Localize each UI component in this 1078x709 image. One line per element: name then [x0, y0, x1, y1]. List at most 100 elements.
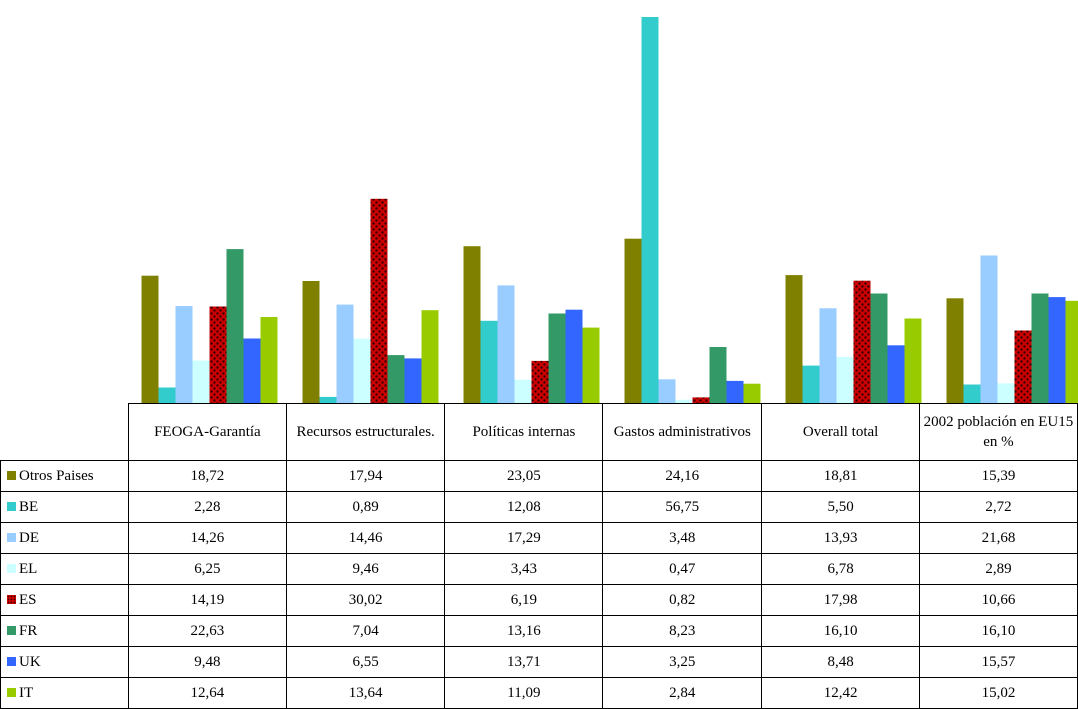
bar-uk-gastos-administrativos	[727, 381, 744, 403]
bar-be-politicas-internas	[481, 321, 498, 403]
category-label: Recursos estructurales.	[286, 404, 445, 461]
data-value: 12,08	[445, 492, 603, 523]
bar-otros-paises-recursos-estructurales	[303, 281, 320, 403]
data-value: 2,72	[919, 492, 1077, 523]
bar-el-2002-poblacion-en-eu15-en	[998, 383, 1015, 403]
bar-el-overall-total	[837, 357, 854, 403]
bar-uk-politicas-internas	[566, 310, 583, 403]
legend-entry: FR	[1, 616, 129, 647]
data-value: 24,16	[603, 461, 762, 492]
category-label: Overall total	[762, 404, 920, 461]
legend-entry: ES	[1, 585, 129, 616]
category-label: Gastos administrativos	[603, 404, 762, 461]
data-value: 12,42	[762, 678, 920, 709]
data-value: 6,78	[762, 554, 920, 585]
data-value: 12,64	[128, 678, 286, 709]
series-name: IT	[19, 685, 33, 701]
legend-swatch	[7, 626, 16, 635]
series-name: ES	[19, 592, 37, 608]
legend-swatch	[7, 688, 16, 697]
legend-swatch	[7, 502, 16, 511]
bar-uk-feoga-garantia	[244, 339, 261, 404]
data-value: 6,19	[445, 585, 603, 616]
bar-de-overall-total	[820, 308, 837, 403]
data-value: 17,29	[445, 523, 603, 554]
data-value: 2,84	[603, 678, 762, 709]
data-value: 15,39	[919, 461, 1077, 492]
data-value: 9,46	[286, 554, 445, 585]
data-value: 0,82	[603, 585, 762, 616]
data-value: 0,47	[603, 554, 762, 585]
data-value: 16,10	[919, 616, 1077, 647]
data-value: 15,02	[919, 678, 1077, 709]
bar-it-overall-total	[905, 319, 922, 404]
bar-otros-paises-feoga-garantia	[142, 276, 159, 403]
bar-fr-feoga-garantia	[227, 249, 244, 403]
bar-uk-recursos-estructurales	[405, 358, 422, 403]
data-value: 6,25	[128, 554, 286, 585]
data-value: 13,16	[445, 616, 603, 647]
bar-fr-politicas-internas	[549, 314, 566, 404]
legend-entry: EL	[1, 554, 129, 585]
bar-fr-gastos-administrativos	[710, 347, 727, 403]
series-name: BE	[19, 499, 38, 515]
data-value: 17,98	[762, 585, 920, 616]
legend-entry: IT	[1, 678, 129, 709]
data-value: 22,63	[128, 616, 286, 647]
series-name: FR	[19, 623, 37, 639]
bar-es-politicas-internas	[532, 361, 549, 403]
data-value: 15,57	[919, 647, 1077, 678]
data-value: 13,64	[286, 678, 445, 709]
data-value: 13,93	[762, 523, 920, 554]
bar-es-recursos-estructurales	[371, 199, 388, 403]
data-value: 3,48	[603, 523, 762, 554]
data-value: 11,09	[445, 678, 603, 709]
bar-fr-2002-poblacion-en-eu15-en	[1032, 294, 1049, 404]
bar-fr-recursos-estructurales	[388, 355, 405, 403]
data-value: 13,71	[445, 647, 603, 678]
bar-de-feoga-garantia	[176, 306, 193, 403]
series-name: Otros Paises	[19, 468, 94, 484]
legend-entry: UK	[1, 647, 129, 678]
data-value: 18,72	[128, 461, 286, 492]
data-value: 3,25	[603, 647, 762, 678]
data-value: 30,02	[286, 585, 445, 616]
bar-el-feoga-garantia	[193, 361, 210, 404]
bars-group	[142, 17, 1078, 403]
legend-swatch	[7, 657, 16, 666]
data-value: 14,26	[128, 523, 286, 554]
bar-es-feoga-garantia	[210, 307, 227, 404]
data-value: 0,89	[286, 492, 445, 523]
bar-de-gastos-administrativos	[659, 379, 676, 403]
bar-otros-paises-politicas-internas	[464, 246, 481, 403]
category-label: 2002 población en EU15 en %	[919, 404, 1077, 461]
legend-swatch	[7, 471, 16, 480]
data-value: 9,48	[128, 647, 286, 678]
bar-uk-2002-poblacion-en-eu15-en	[1049, 297, 1066, 403]
data-value: 17,94	[286, 461, 445, 492]
bar-be-2002-poblacion-en-eu15-en	[964, 385, 981, 404]
bar-de-2002-poblacion-en-eu15-en	[981, 256, 998, 404]
bar-es-2002-poblacion-en-eu15-en	[1015, 331, 1032, 404]
series-name: DE	[19, 530, 39, 546]
bar-chart	[0, 0, 1078, 403]
data-value: 7,04	[286, 616, 445, 647]
legend-entry: Otros Paises	[1, 461, 129, 492]
legend-swatch	[7, 595, 16, 604]
bar-el-recursos-estructurales	[354, 339, 371, 403]
bar-de-recursos-estructurales	[337, 305, 354, 403]
data-value: 16,10	[762, 616, 920, 647]
bar-it-gastos-administrativos	[744, 384, 761, 403]
data-value: 14,46	[286, 523, 445, 554]
bar-be-overall-total	[803, 366, 820, 403]
data-value: 21,68	[919, 523, 1077, 554]
bar-es-overall-total	[854, 281, 871, 403]
